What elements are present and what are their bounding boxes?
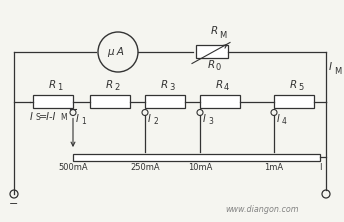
Text: −: − xyxy=(9,199,19,209)
Text: M: M xyxy=(219,30,226,40)
Text: R: R xyxy=(215,81,223,91)
Bar xyxy=(145,95,185,109)
Text: I: I xyxy=(329,62,332,72)
Text: M: M xyxy=(334,67,341,75)
Text: 1mA: 1mA xyxy=(265,163,283,172)
Text: 1: 1 xyxy=(57,83,62,93)
Bar xyxy=(33,95,73,109)
Text: www.diangon.com: www.diangon.com xyxy=(225,205,299,214)
Text: 3: 3 xyxy=(208,117,213,127)
Text: M: M xyxy=(60,113,67,123)
Text: I: I xyxy=(319,163,321,172)
Text: 10mA: 10mA xyxy=(188,163,212,172)
Text: S: S xyxy=(35,113,40,123)
Text: 3: 3 xyxy=(169,83,174,93)
Text: =I-I: =I-I xyxy=(39,111,56,121)
Text: 2: 2 xyxy=(153,117,158,127)
Bar xyxy=(90,95,130,109)
Bar xyxy=(196,46,228,59)
Bar xyxy=(200,95,240,109)
Text: 250mA: 250mA xyxy=(130,163,160,172)
Bar xyxy=(73,153,320,161)
Text: 4: 4 xyxy=(224,83,229,93)
Text: 2: 2 xyxy=(114,83,119,93)
Text: I: I xyxy=(277,115,280,125)
Text: R: R xyxy=(207,59,215,69)
Text: 1: 1 xyxy=(81,117,86,127)
Text: 500mA: 500mA xyxy=(58,163,88,172)
Text: R: R xyxy=(289,81,297,91)
Text: R: R xyxy=(160,81,168,91)
Text: I: I xyxy=(76,115,79,125)
Text: 0: 0 xyxy=(216,63,221,71)
Text: μ A: μ A xyxy=(107,47,125,57)
Text: I: I xyxy=(148,115,151,125)
Text: I: I xyxy=(30,111,33,121)
Text: R: R xyxy=(49,81,56,91)
Bar xyxy=(274,95,314,109)
Text: R: R xyxy=(211,26,218,36)
Text: I: I xyxy=(203,115,206,125)
Text: R: R xyxy=(105,81,112,91)
Text: 5: 5 xyxy=(298,83,303,93)
Text: 4: 4 xyxy=(282,117,287,127)
